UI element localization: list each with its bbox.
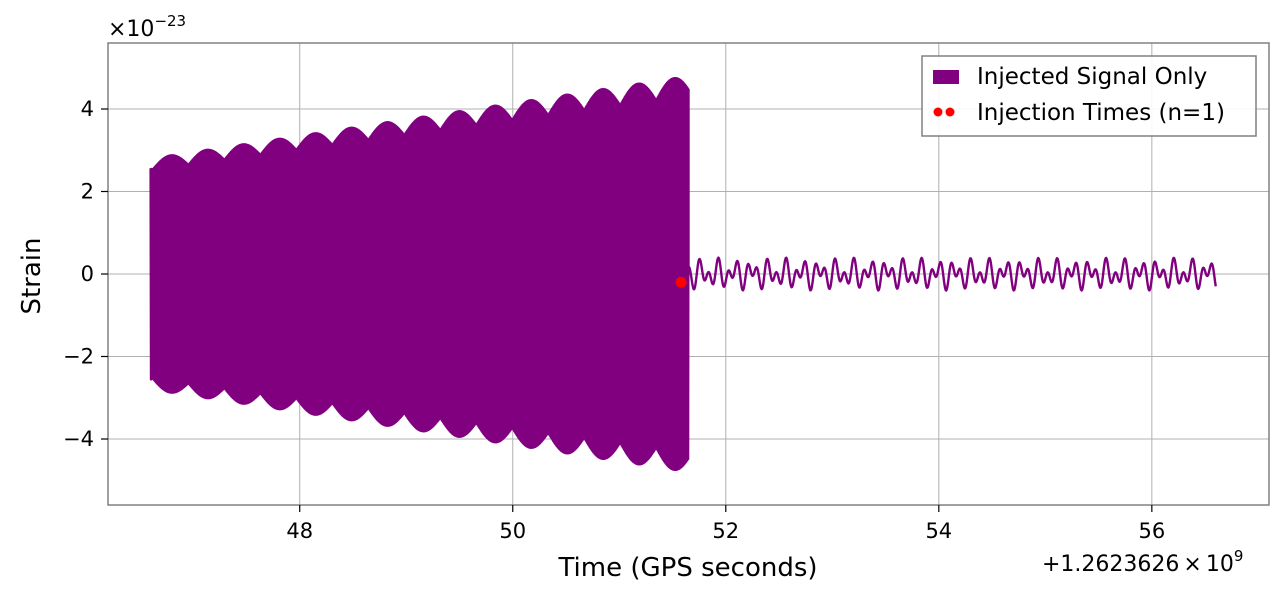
legend-marker-injection [933, 107, 943, 117]
plot-area [149, 76, 1217, 472]
y-tick-label: 0 [81, 262, 94, 286]
x-tick-label: 48 [286, 519, 313, 543]
y-axis-ticks: 4 2 0 −2 −4 [63, 97, 108, 451]
x-offset-label: +1.2623626 × 109 [1042, 547, 1243, 577]
legend-label-signal: Injected Signal Only [977, 64, 1207, 90]
injection-marker [675, 276, 687, 288]
x-tick-label: 54 [925, 519, 952, 543]
x-tick-label: 52 [712, 519, 739, 543]
x-axis-label: Time (GPS seconds) [557, 553, 817, 583]
y-axis-label: Strain [17, 237, 47, 314]
y-tick-label: 2 [81, 180, 94, 204]
y-tick-label: −2 [63, 345, 94, 369]
y-tick-label: −4 [63, 427, 94, 451]
y-tick-label: 4 [81, 97, 94, 121]
legend-label-injection: Injection Times (n=1) [977, 100, 1225, 126]
signal-line [149, 76, 1217, 472]
y-scale-factor: ×10−23 [108, 12, 186, 42]
x-axis-ticks: 48 50 52 54 56 [286, 505, 1165, 543]
legend-marker-injection [945, 107, 955, 117]
x-tick-label: 50 [499, 519, 526, 543]
x-tick-label: 56 [1138, 519, 1165, 543]
legend-swatch-signal [933, 70, 959, 84]
legend-box [921, 55, 1257, 137]
legend: Injected Signal Only Injection Times (n=… [921, 55, 1257, 137]
